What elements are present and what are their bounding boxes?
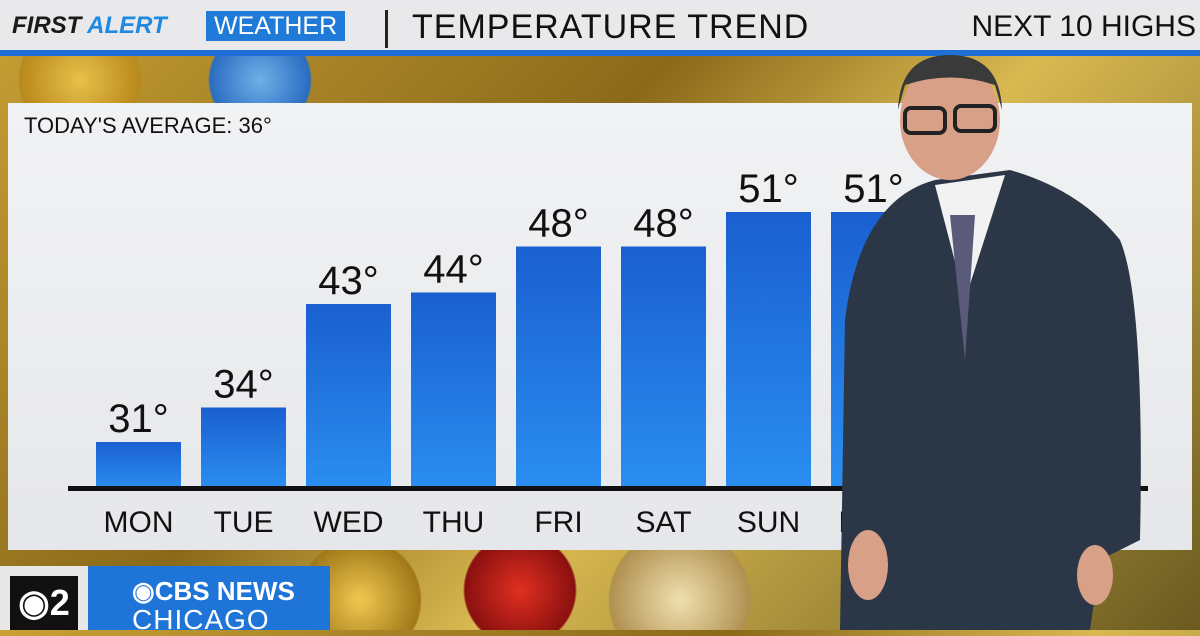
brand-first-alert: FIRST ALERT <box>12 12 167 39</box>
data-label: 51° <box>738 167 799 211</box>
bar-wed <box>306 304 391 488</box>
cbs2-logo: ◉2 <box>10 576 78 630</box>
page-subtitle: NEXT 10 HIGHS <box>971 10 1196 43</box>
data-label: 31° <box>108 397 169 441</box>
cbs-news-chicago-logo: ◉2 ◉CBS NEWS CHICAGO <box>0 566 330 635</box>
category-label: SAT <box>635 506 691 539</box>
network-name: ◉CBS NEWS <box>132 576 295 606</box>
divider <box>385 10 388 48</box>
bar-mon <box>96 442 181 488</box>
city-name: CHICAGO <box>132 604 270 635</box>
data-label: 34° <box>213 363 274 407</box>
data-label: 44° <box>423 248 484 292</box>
category-label: THU <box>423 506 485 539</box>
bar-thu <box>411 292 496 488</box>
category-label: FRI <box>534 506 582 539</box>
data-label: 43° <box>318 259 379 303</box>
category-label: SUN <box>737 506 800 539</box>
data-label: 48° <box>528 202 589 246</box>
brand-weather: WEATHER <box>206 11 346 41</box>
todays-average: TODAY'S AVERAGE: 36° <box>24 113 272 138</box>
category-label: WED <box>314 506 384 539</box>
bar-fri <box>516 246 601 488</box>
bar-sat <box>621 246 706 488</box>
data-label: 48° <box>633 202 694 246</box>
x-axis-baseline <box>68 486 1148 491</box>
page-title: TEMPERATURE TREND <box>412 8 810 46</box>
bar-sun <box>726 212 811 488</box>
category-label: TUE <box>214 506 274 539</box>
category-label: MON <box>104 506 174 539</box>
header-bar: FIRST ALERT WEATHER TEMPERATURE TREND NE… <box>0 0 1200 56</box>
bar-tue <box>201 407 286 488</box>
